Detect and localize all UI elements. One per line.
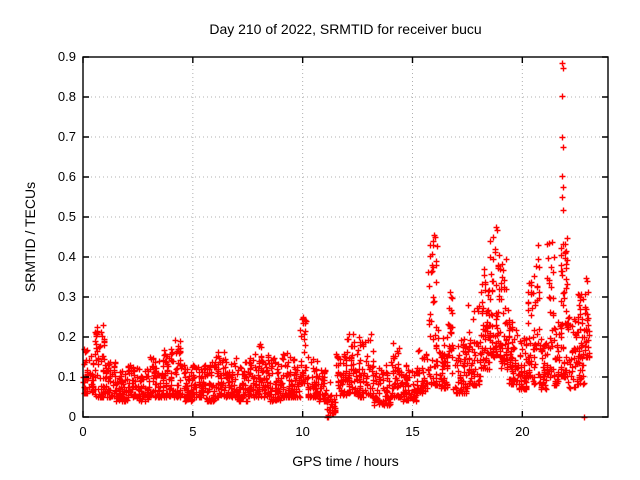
y-tick-label: 0.8 [57,89,76,104]
scatter-points [80,60,593,421]
x-tick-label: 10 [295,424,310,439]
axis-ticks [82,56,608,418]
y-tick-label: 0.3 [57,289,76,304]
y-tick-label: 0.7 [57,129,76,144]
x-axis-label: GPS time / hours [292,453,399,469]
x-tick-label: 5 [189,424,197,439]
x-tick-label: 15 [405,424,420,439]
y-tick-label: 0.4 [57,249,76,264]
y-tick-label: 0.2 [57,329,76,344]
y-tick-label: 0.6 [57,169,76,184]
y-tick-label: 0.5 [57,209,76,224]
gridlines [83,56,608,417]
y-tick-label: 0.1 [57,369,76,384]
x-tick-label: 0 [79,424,87,439]
x-tick-label: 20 [515,424,530,439]
chart-title: Day 210 of 2022, SRMTID for receiver buc… [209,21,482,37]
y-tick-label: 0 [68,409,76,424]
plot-border [82,56,609,418]
y-tick-label: 0.9 [57,49,76,64]
